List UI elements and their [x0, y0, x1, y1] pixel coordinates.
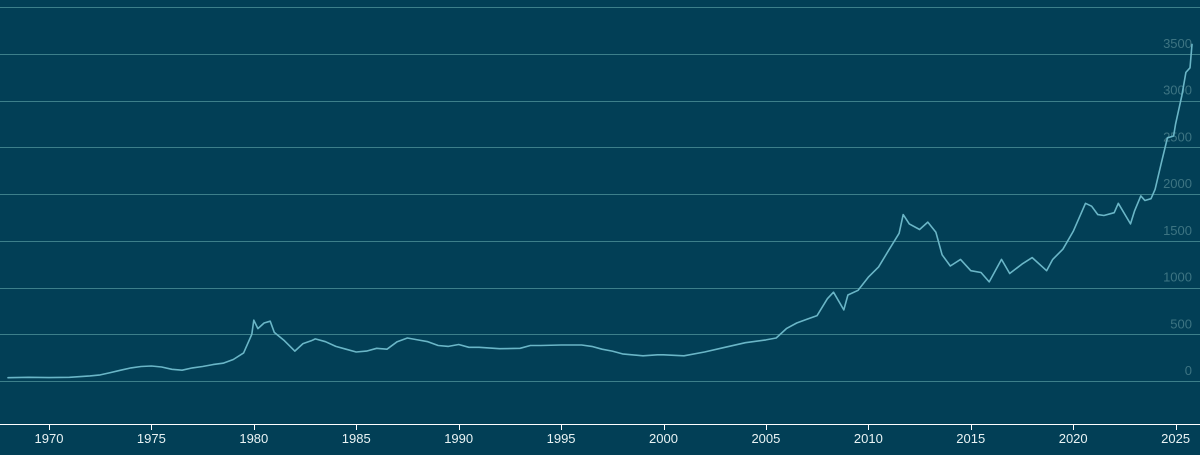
series-layer: [7, 43, 1193, 379]
x-tick-label: 1990: [444, 431, 473, 446]
x-tick-label: 2025: [1161, 431, 1190, 446]
y-tick-label: 3500: [1163, 36, 1192, 51]
x-tick-label: 2010: [854, 431, 883, 446]
y-tick-label: 500: [1170, 316, 1192, 331]
y-tick-label: 1500: [1163, 223, 1192, 238]
x-tick-label: 1980: [239, 431, 268, 446]
y-axis-tick-labels: 0 500 1000 1500 2000 2500 3000 3500: [1163, 36, 1192, 378]
x-tick-label: 1995: [547, 431, 576, 446]
x-tick-label: 2000: [649, 431, 678, 446]
y-tick-label: 2500: [1163, 129, 1192, 144]
x-tick-label: 1970: [35, 431, 64, 446]
y-tick-label: 1000: [1163, 270, 1192, 285]
x-tick-label: 2005: [751, 431, 780, 446]
x-tick-label: 1985: [342, 431, 371, 446]
gridlines: [0, 7, 1200, 382]
y-tick-label: 3000: [1163, 83, 1192, 98]
y-tick-label: 2000: [1163, 176, 1192, 191]
y-tick-label: 0: [1185, 363, 1192, 378]
x-axis: 1970 1975 1980 1985 1990 1995 2000 2005 2010 2015…: [0, 424, 1200, 446]
series-line-0: [7, 43, 1193, 379]
x-tick-label: 2020: [1059, 431, 1088, 446]
x-tick-label: 1975: [137, 431, 166, 446]
x-tick-label: 2015: [956, 431, 985, 446]
